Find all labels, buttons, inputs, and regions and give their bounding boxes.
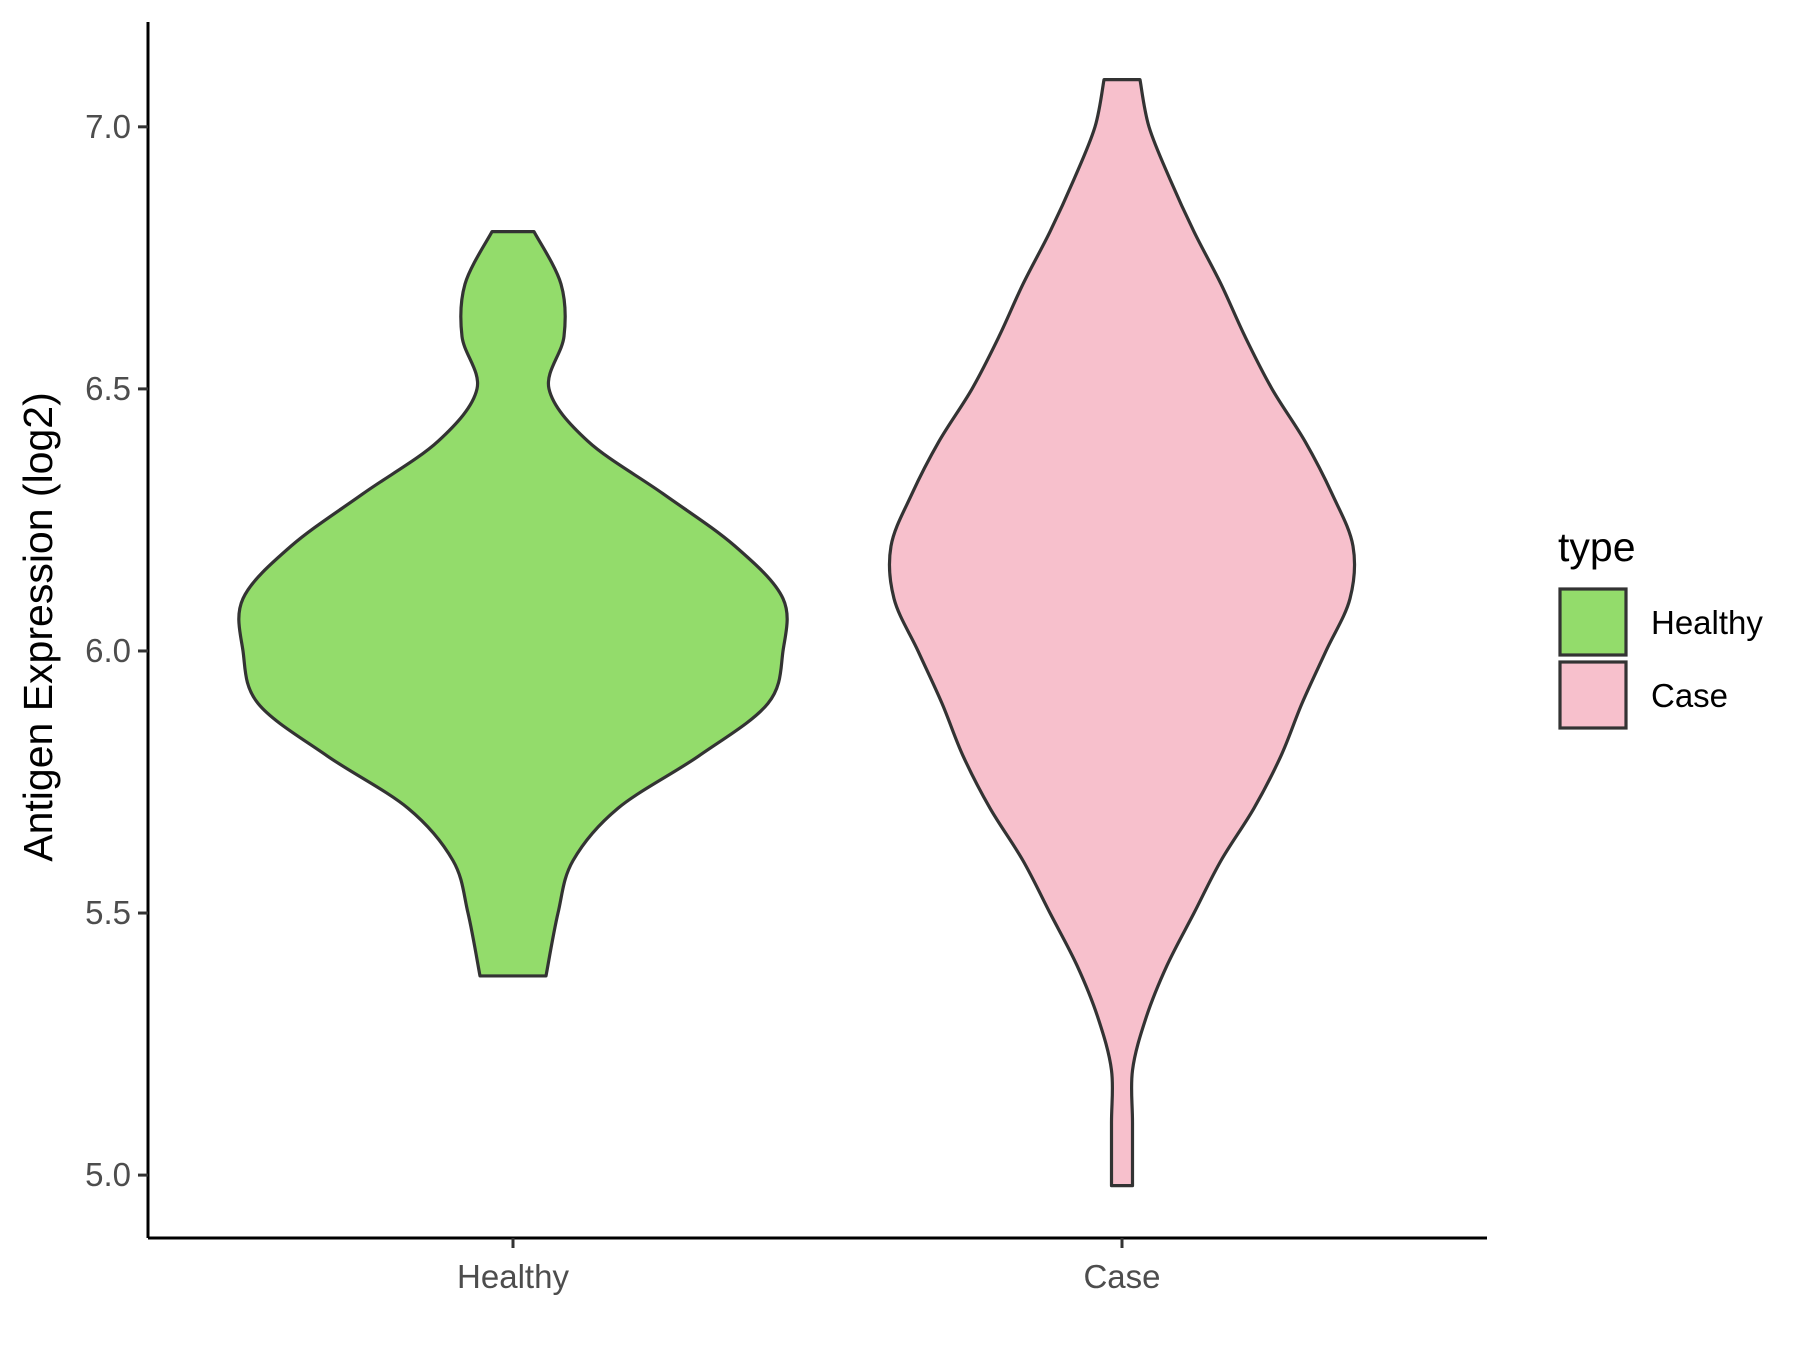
legend: type Healthy Case bbox=[1558, 524, 1763, 730]
x-tick-label: Healthy bbox=[457, 1258, 569, 1295]
y-tick-label: 6.5 bbox=[85, 370, 131, 407]
y-axis-title: Antigen Expression (log2) bbox=[15, 392, 61, 861]
y-tick-label: 5.5 bbox=[85, 894, 131, 931]
legend-items: Healthy Case bbox=[1558, 587, 1763, 730]
legend-swatch-healthy bbox=[1558, 587, 1628, 657]
axes-layer: 5.0 5.5 6.0 6.5 7.0 Healthy Case bbox=[85, 22, 1487, 1295]
legend-title: type bbox=[1558, 524, 1636, 570]
legend-label-case: Case bbox=[1651, 677, 1728, 714]
legend-swatch-case bbox=[1558, 660, 1628, 730]
y-tick-label: 5.0 bbox=[85, 1156, 131, 1193]
violin-case bbox=[887, 78, 1357, 1188]
x-tick-label: Case bbox=[1083, 1258, 1160, 1295]
y-tick-label: 6.0 bbox=[85, 632, 131, 669]
legend-label-healthy: Healthy bbox=[1651, 604, 1763, 641]
violin-layer bbox=[237, 78, 1357, 1188]
violin-healthy bbox=[237, 230, 789, 978]
y-tick-label: 7.0 bbox=[85, 108, 131, 145]
